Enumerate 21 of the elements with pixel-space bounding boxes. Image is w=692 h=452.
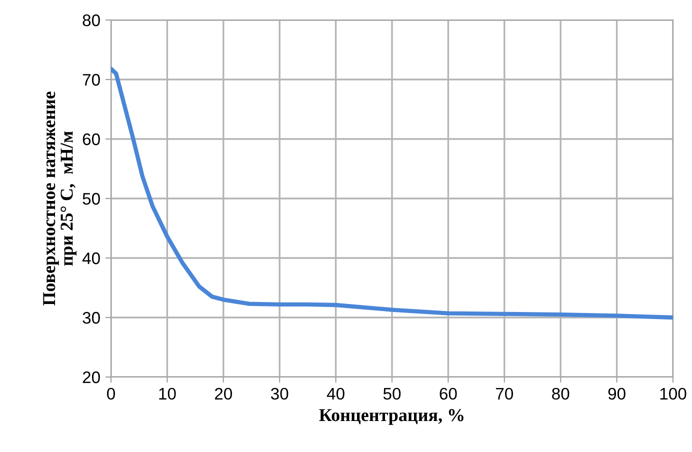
- line-series: [111, 66, 673, 320]
- y-axis-title: Поверхностное натяжение при 25° С, мН/м: [43, 92, 76, 306]
- y-tick-label: 60: [82, 133, 100, 146]
- x-axis-title: Концентрация, %: [319, 409, 464, 425]
- x-tick-label: 30: [270, 388, 288, 400]
- x-tick-label: 70: [496, 388, 514, 400]
- y-tick-label: 50: [82, 192, 100, 205]
- y-tick-label: 40: [82, 252, 100, 264]
- y-tick-label: 30: [82, 312, 100, 324]
- x-tick-label: 90: [608, 388, 626, 400]
- y-tick-label: 70: [82, 74, 100, 86]
- x-tick-label: 100: [660, 388, 686, 400]
- x-tick-label: 50: [383, 388, 401, 400]
- x-tick-label: 20: [214, 388, 232, 400]
- x-tick-label: 10: [159, 388, 176, 400]
- y-tick-label: 80: [82, 14, 100, 26]
- x-tick-label: 60: [440, 388, 457, 400]
- x-tick-label: 40: [326, 388, 344, 400]
- x-tick-label: 0: [107, 388, 115, 400]
- y-tick-label: 20: [82, 371, 100, 384]
- x-tick-label: 80: [552, 388, 570, 400]
